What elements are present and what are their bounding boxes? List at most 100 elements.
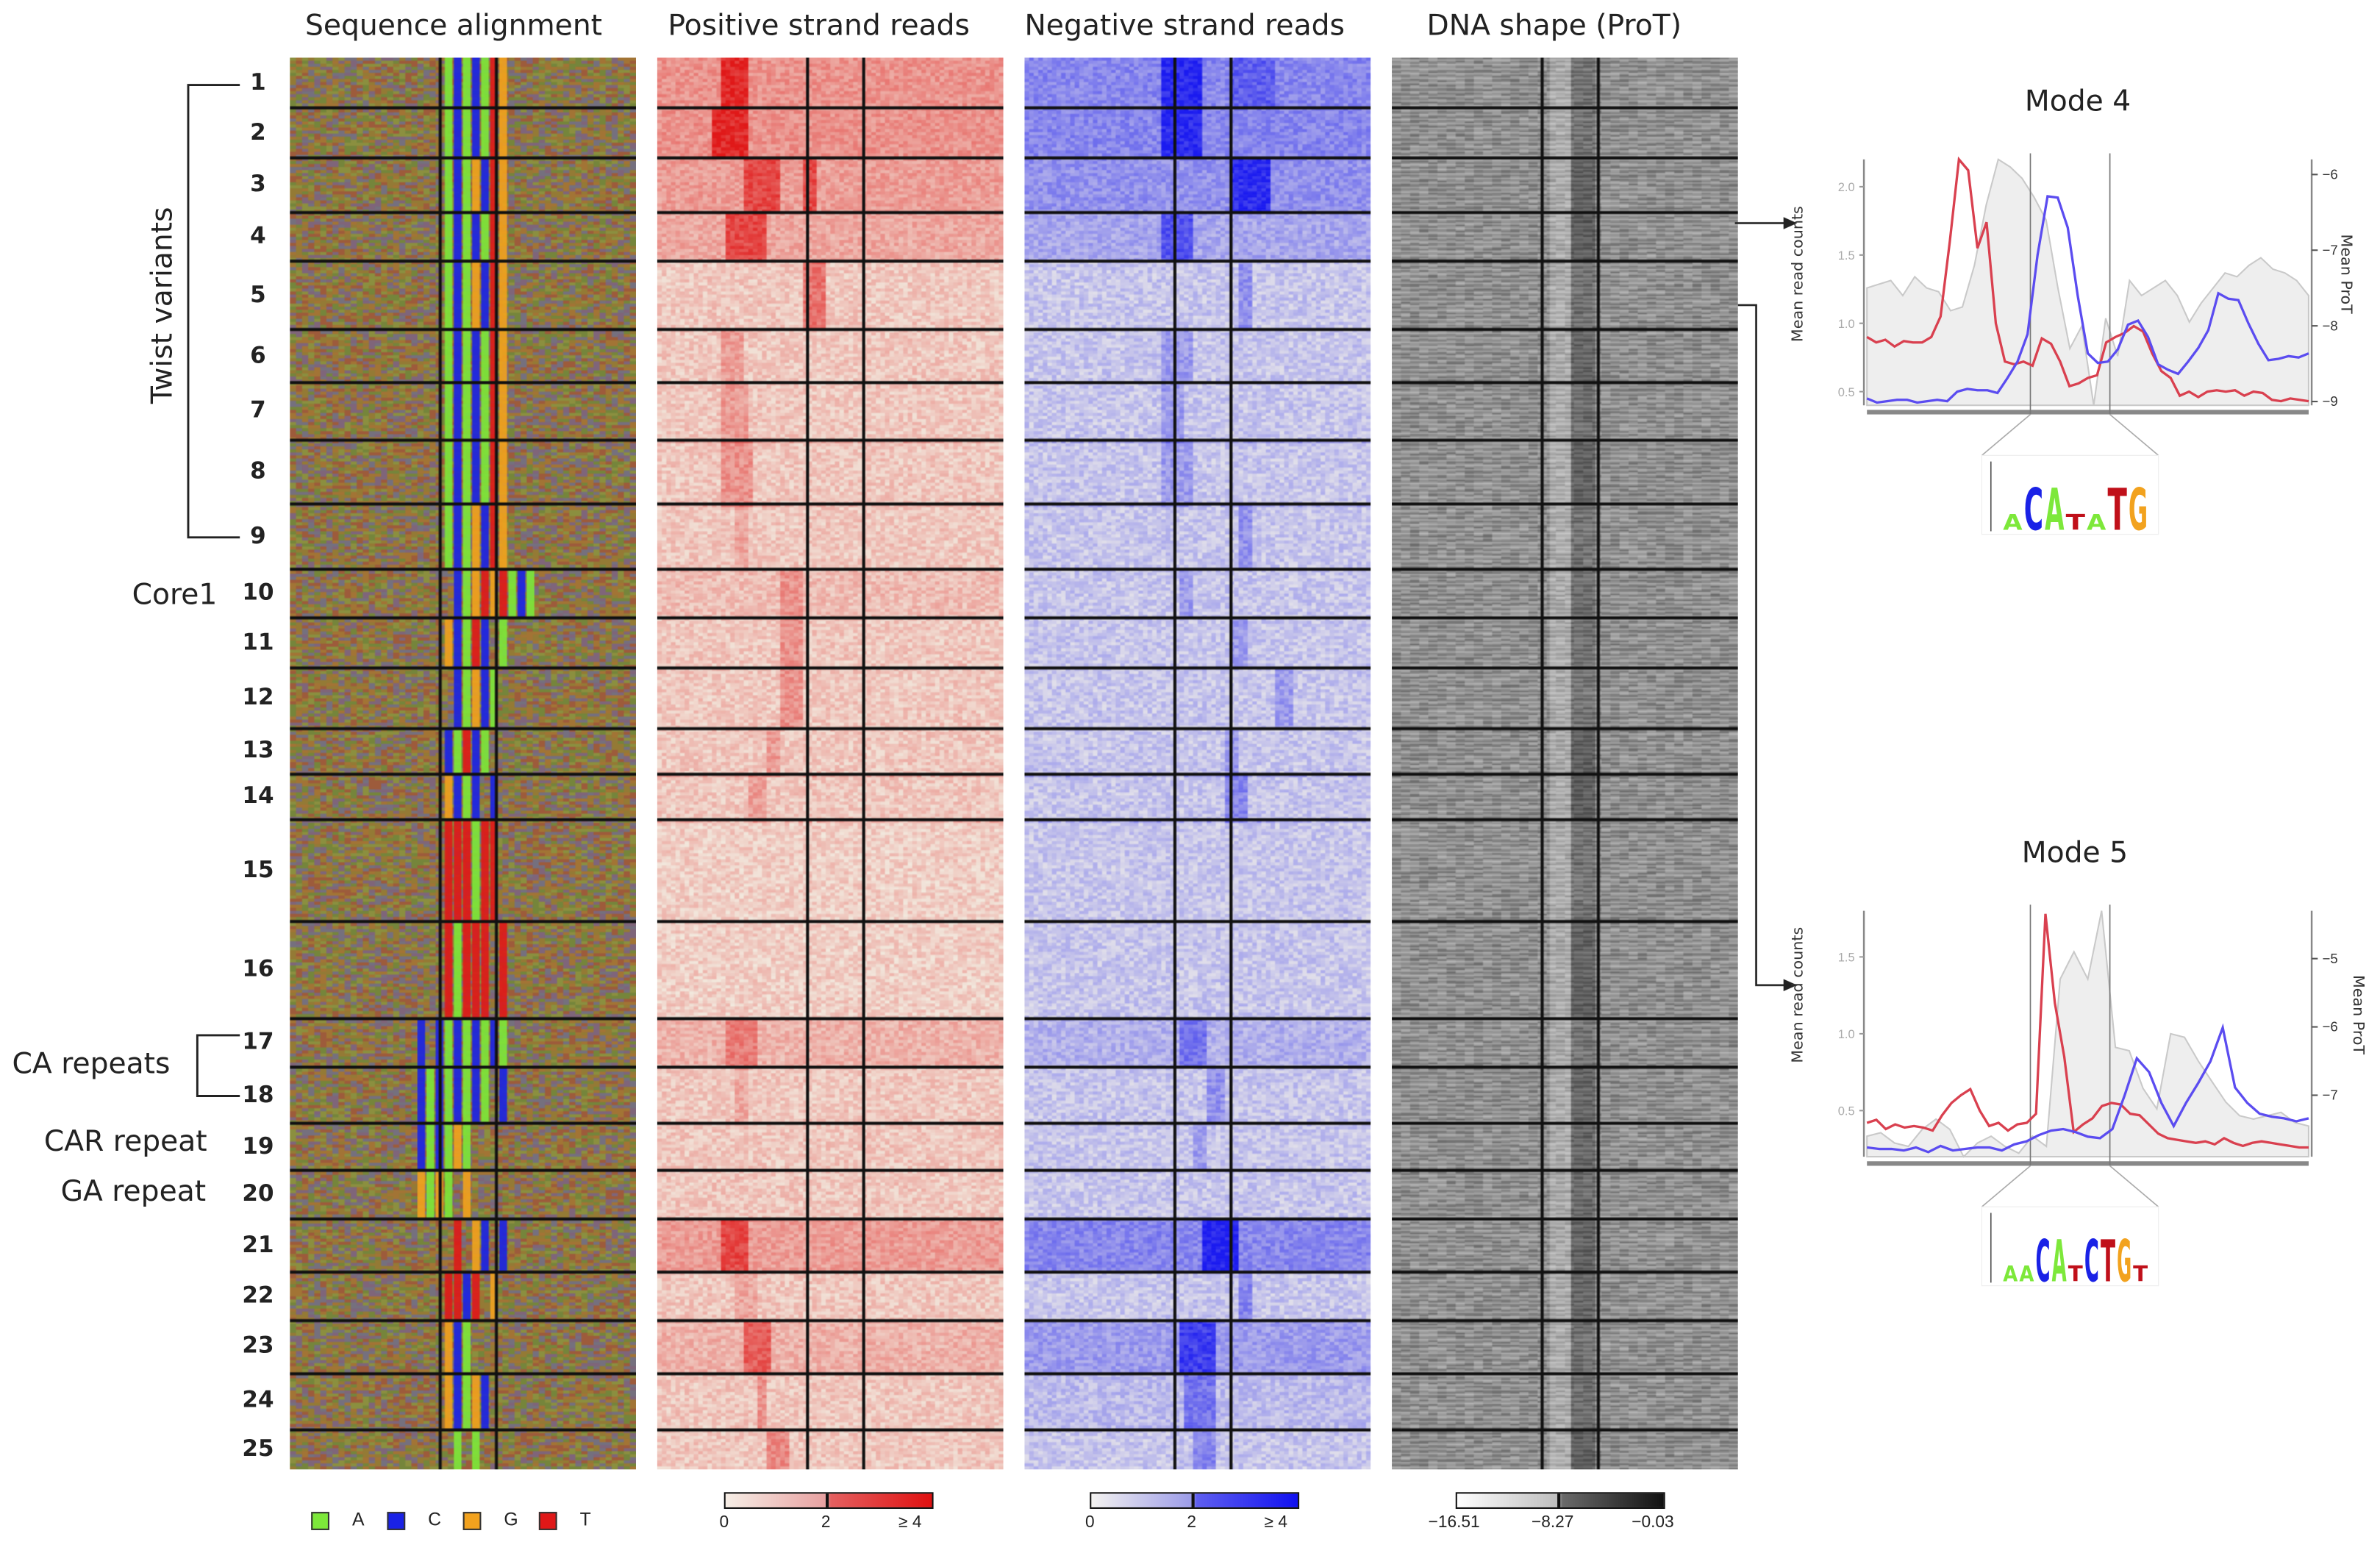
logo-letter: A xyxy=(2052,1228,2067,1290)
logo-connector-right xyxy=(2109,1165,2159,1207)
row-number: 20 xyxy=(242,1179,274,1207)
negative-strand-heatmap xyxy=(1024,57,1371,1470)
shape-tick-min: −16.51 xyxy=(1428,1513,1480,1532)
shape-tick-mid: −8.27 xyxy=(1531,1513,1574,1532)
row-number: 5 xyxy=(250,279,266,308)
title-negative-strand: Negative strand reads xyxy=(1024,9,1345,43)
row-number: 8 xyxy=(250,457,266,485)
prot-area xyxy=(1866,910,2309,1158)
row-number: 14 xyxy=(242,782,274,810)
logo-connector-left xyxy=(1981,1165,2031,1207)
logo-letter: T xyxy=(2066,510,2086,535)
row-number: 23 xyxy=(242,1332,274,1360)
logo-letter: T xyxy=(2107,476,2127,538)
neg-tick-2: 2 xyxy=(1187,1513,1197,1532)
row-number: 3 xyxy=(250,170,266,198)
logo-letter: C xyxy=(2084,1228,2099,1290)
positive-strand-line xyxy=(1866,156,2309,403)
row-number: 22 xyxy=(242,1281,274,1309)
y-tick-label: 1.0 xyxy=(1838,318,1855,331)
legend-label-a: A xyxy=(351,1509,365,1530)
group-label-ca-repeats: CA repeats xyxy=(12,1047,171,1081)
row-number: 11 xyxy=(242,627,274,655)
row-number: 24 xyxy=(242,1386,274,1414)
negative-colorbar xyxy=(1090,1492,1300,1510)
row-number: 13 xyxy=(242,736,274,764)
mode4-ylabel: Mean read counts xyxy=(1790,206,1807,343)
group-label-core1: Core1 xyxy=(132,578,218,612)
row-number: 16 xyxy=(242,954,274,982)
title-sequence-alignment: Sequence alignment xyxy=(304,9,603,43)
logo-letter: T xyxy=(2101,1228,2115,1290)
y2-tick-label: −7 xyxy=(2323,1088,2338,1103)
row-number: 4 xyxy=(250,221,266,249)
group-label-car-repeat: CAR repeat xyxy=(43,1124,207,1159)
logo-letter: G xyxy=(2129,476,2148,538)
legend-label-g: G xyxy=(504,1509,518,1530)
row-number: 15 xyxy=(242,855,274,883)
logo-letter: A xyxy=(2019,1261,2034,1286)
y-tick-label: 1.0 xyxy=(1838,1028,1855,1041)
y-tick-label: 1.5 xyxy=(1838,249,1855,263)
row-number: 1 xyxy=(250,67,266,96)
sequence-logo xyxy=(1981,1206,2159,1287)
positive-strand-line xyxy=(1866,913,2309,1149)
x-axis-bar xyxy=(1867,410,2309,415)
row-number: 19 xyxy=(242,1132,274,1160)
row-number: 12 xyxy=(242,683,274,711)
row-number: 25 xyxy=(242,1434,274,1462)
arrow-icon xyxy=(1783,979,1798,992)
logo-letter: T xyxy=(2068,1261,2083,1286)
mode5-ylabel: Mean read counts xyxy=(1790,926,1807,1063)
mode5-title: Mode 5 xyxy=(2021,836,2129,870)
mode5-y2label: Mean ProT xyxy=(2348,974,2366,1055)
logo-letter: C xyxy=(2036,1228,2051,1290)
positive-colorbar xyxy=(723,1492,934,1510)
row-number: 6 xyxy=(250,340,266,368)
legend-label-t: T xyxy=(579,1509,591,1530)
logo-letter: A xyxy=(2003,1261,2018,1286)
sequence-alignment-heatmap xyxy=(290,57,636,1470)
logo-connector-left xyxy=(1981,413,2031,456)
connectors xyxy=(1734,217,1798,992)
logo-letter: A xyxy=(2003,510,2023,535)
arrow-icon xyxy=(1783,217,1798,229)
pos-tick-2: 2 xyxy=(821,1513,831,1532)
row-number: 10 xyxy=(242,578,274,606)
row-number: 2 xyxy=(250,118,266,146)
mode4-y2label: Mean ProT xyxy=(2337,234,2354,314)
neg-tick-0: 0 xyxy=(1085,1513,1095,1532)
logo-letter: A xyxy=(2045,476,2064,538)
title-positive-strand: Positive strand reads xyxy=(668,9,970,43)
logo-connector-right xyxy=(2109,413,2159,456)
twist-bracket xyxy=(187,84,240,539)
y-tick-label: 0.5 xyxy=(1838,386,1855,399)
x-axis-bar xyxy=(1867,1161,2309,1166)
legend-swatch-g xyxy=(462,1512,482,1530)
y2-tick-label: −6 xyxy=(2323,1019,2338,1035)
y2-tick-label: −6 xyxy=(2323,167,2338,182)
legend-swatch-c xyxy=(387,1512,406,1530)
logo-letter: T xyxy=(2133,1261,2148,1286)
legend-swatch-t xyxy=(538,1512,557,1530)
pos-tick-4: ≥ 4 xyxy=(898,1513,922,1532)
mode5-connector xyxy=(1737,304,1788,987)
logo-letter: G xyxy=(2117,1228,2131,1290)
dna-shape-heatmap xyxy=(1392,57,1738,1470)
mode4-title: Mode 4 xyxy=(2024,85,2131,119)
title-dna-shape: DNA shape (ProT) xyxy=(1426,9,1682,43)
y2-tick-label: −7 xyxy=(2323,242,2338,257)
y2-tick-label: −8 xyxy=(2323,318,2338,333)
legend-label-c: C xyxy=(428,1509,442,1530)
shape-tick-max: −0.03 xyxy=(1632,1513,1674,1532)
row-number: 9 xyxy=(250,521,266,549)
group-label-ga-repeat: GA repeat xyxy=(60,1174,207,1209)
y2-tick-label: −5 xyxy=(2323,951,2338,966)
y-tick-label: 0.5 xyxy=(1838,1105,1855,1118)
legend-swatch-a xyxy=(311,1512,329,1530)
logo-letter: A xyxy=(2087,510,2106,535)
row-number: 7 xyxy=(250,396,266,424)
ca-bracket xyxy=(196,1034,240,1097)
pos-tick-0: 0 xyxy=(719,1513,729,1532)
y-tick-label: 2.0 xyxy=(1838,181,1855,194)
